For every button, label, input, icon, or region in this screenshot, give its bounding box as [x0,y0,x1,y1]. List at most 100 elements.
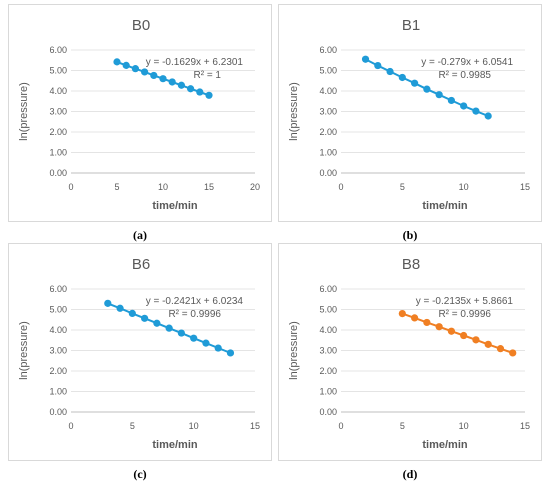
y-tick-label: 5.00 [49,66,67,76]
x-tick-label: 20 [250,182,260,192]
data-point [386,67,394,76]
y-tick-label: 0.00 [319,407,337,417]
y-tick-label: 1.00 [49,148,67,158]
chart-frame: B8 0.00 1.00 2.00 3.00 4.00 5.00 6.00 0 5 10 15 time… [278,243,542,461]
data-point [411,79,419,87]
x-tick-label: 10 [459,182,469,192]
data-point [361,55,370,63]
y-tick-label: 5.00 [49,305,67,315]
trendline-equation: y = -0.279x + 6.0541 [421,57,513,68]
data-point [423,85,431,93]
data-point [187,85,195,93]
data-point [165,324,173,332]
y-tick-label: 5.00 [319,66,337,76]
x-tick-label: 15 [204,182,214,192]
chart-frame: B6 0.00 1.00 2.00 3.00 4.00 5.00 6.00 0 5 10 15 time… [8,243,272,461]
x-tick-label: 15 [520,421,530,431]
data-point [128,309,136,317]
y-tick-label: 1.00 [49,387,67,397]
panel-caption: (b) [402,228,418,242]
data-point [190,334,198,342]
x-tick-label: 15 [250,421,260,431]
x-axis-label: time/min [422,200,468,212]
data-point [159,75,167,83]
x-tick-label: 10 [459,421,469,431]
data-point [226,349,235,357]
y-tick-label: 4.00 [49,325,67,335]
data-point [214,344,222,352]
x-tick-label: 0 [338,421,343,431]
chart-svg: B0 0.00 1.00 2.00 3.00 4.00 5.00 6.00 0 5 10 15 20 ti… [18,17,260,212]
y-tick-label: 2.00 [49,366,67,376]
data-point [460,331,468,340]
x-tick-label: 10 [189,421,199,431]
chart-title: B6 [132,256,150,273]
chart-panel-b8: B8 0.00 1.00 2.00 3.00 4.00 5.00 6.00 0 5 10 15 time… [278,243,542,481]
y-tick-label: 2.00 [319,366,337,376]
y-tick-label: 3.00 [49,107,67,117]
data-point [150,71,158,80]
trendline-equation: y = -0.2421x + 6.0234 [146,296,244,307]
data-point [423,318,431,327]
y-tick-label: 3.00 [49,346,67,356]
chart-svg: B1 0.00 1.00 2.00 3.00 4.00 5.00 6.00 0 5 10 15 time… [288,17,530,212]
data-point [411,314,419,322]
data-point [398,73,406,82]
y-tick-label: 0.00 [319,168,337,178]
data-point [131,65,139,73]
trendline-equation: y = -0.2135x + 5.8661 [416,296,514,307]
data-point [168,78,176,86]
data-point [122,61,130,69]
y-tick-label: 1.00 [319,148,337,158]
data-point [509,349,517,357]
chart-svg: B8 0.00 1.00 2.00 3.00 4.00 5.00 6.00 0 5 10 15 time… [288,256,530,451]
data-point [196,88,204,96]
x-tick-label: 15 [520,182,530,192]
data-point [113,58,121,66]
chart-panel-b6: B6 0.00 1.00 2.00 3.00 4.00 5.00 6.00 0 5 10 15 time… [8,243,272,481]
y-tick-label: 4.00 [319,86,337,96]
x-tick-label: 10 [158,182,168,192]
y-tick-label: 6.00 [319,45,337,55]
y-tick-label: 4.00 [49,86,67,96]
y-tick-label: 4.00 [319,325,337,335]
data-point [177,329,185,337]
data-point [398,310,406,318]
x-tick-label: 0 [338,182,343,192]
data-point [435,91,443,99]
y-axis-label: ln(pressure) [288,82,300,141]
y-tick-label: 6.00 [319,284,337,294]
chart-title: B1 [402,17,420,34]
chart-frame: B0 0.00 1.00 2.00 3.00 4.00 5.00 6.00 0 5 10 15 20 ti… [8,4,272,222]
y-tick-label: 6.00 [49,284,67,294]
data-point [141,314,149,322]
data-point [435,323,443,331]
series-line [401,312,514,354]
panel-caption: (a) [133,228,147,242]
x-axis-label: time/min [152,200,198,212]
data-point [202,339,210,347]
data-point [460,102,468,110]
data-point [141,68,149,76]
chart-panel-b1: B1 0.00 1.00 2.00 3.00 4.00 5.00 6.00 0 5 10 15 time… [278,4,542,242]
y-axis-label: ln(pressure) [18,82,30,141]
y-tick-label: 0.00 [49,168,67,178]
r-squared-label: R² = 0.9996 [438,309,491,320]
data-point [484,112,492,120]
data-point [104,299,112,307]
chart-svg: B6 0.00 1.00 2.00 3.00 4.00 5.00 6.00 0 5 10 15 time… [18,256,260,451]
r-squared-label: R² = 0.9996 [168,309,221,320]
data-point [472,336,480,344]
x-tick-label: 0 [68,182,73,192]
y-tick-label: 3.00 [319,107,337,117]
data-point [447,96,455,105]
r-squared-label: R² = 1 [193,70,221,81]
y-tick-label: 5.00 [319,305,337,315]
y-tick-label: 0.00 [49,407,67,417]
x-tick-label: 5 [114,182,119,192]
panel-caption: (d) [402,467,418,481]
data-point [484,340,492,348]
chart-frame: B1 0.00 1.00 2.00 3.00 4.00 5.00 6.00 0 5 10 15 time… [278,4,542,222]
data-point [472,107,480,115]
y-tick-label: 2.00 [319,127,337,137]
